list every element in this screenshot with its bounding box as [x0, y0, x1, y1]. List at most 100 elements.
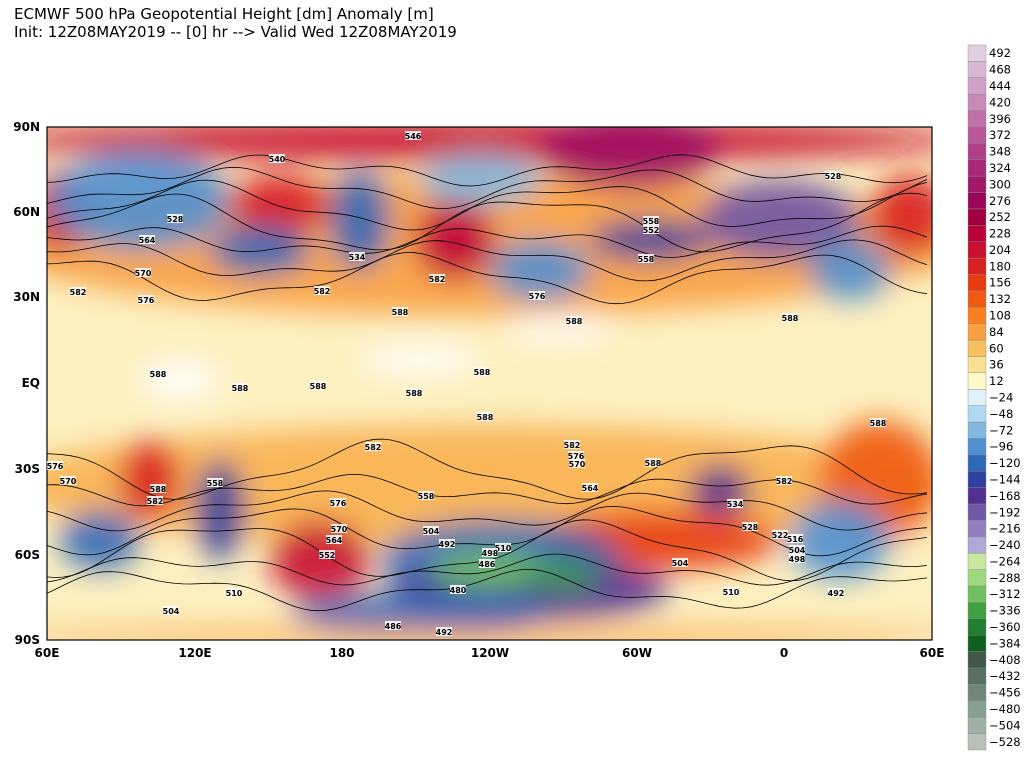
contour-label: 492 — [436, 628, 453, 637]
contour-label-bg — [207, 478, 223, 487]
colorbar-swatch — [967, 585, 987, 603]
lon-label: 60W — [622, 646, 652, 660]
contour-label-bg — [439, 539, 455, 548]
contour-label-bg — [47, 461, 63, 470]
contour-label: 492 — [439, 540, 456, 549]
colorbar-swatch — [967, 61, 987, 78]
contour-label-bg — [825, 171, 841, 180]
colorbar: 492 468 444 420 396 372 348 324 300 276 252 228 204 1… — [967, 44, 1021, 751]
contour-label: 588 — [645, 459, 662, 468]
contour-label-bg — [482, 548, 498, 557]
contour-label: 510 — [495, 544, 512, 553]
contour-label: 522 — [772, 531, 789, 540]
contour-label-bg — [319, 550, 335, 559]
contour-label-bg — [727, 499, 743, 508]
contour-label: 570 — [60, 477, 77, 486]
anomaly-blob — [790, 500, 890, 580]
contour-label-bg — [436, 627, 452, 636]
lat-label: EQ — [22, 376, 40, 390]
contour-label-bg — [870, 418, 886, 427]
colorbar-label: 60 — [989, 341, 1004, 355]
contour-label-bg — [782, 313, 798, 322]
colorbar-swatch — [967, 307, 987, 324]
colorbar-label: 300 — [989, 177, 1011, 191]
colorbar-label: 252 — [989, 210, 1011, 224]
contour-label: 552 — [643, 226, 660, 235]
contour-label: 588 — [477, 413, 494, 422]
contour-label-bg — [330, 498, 346, 507]
anomaly-blob — [540, 127, 720, 190]
colorbar-label: 180 — [989, 259, 1011, 273]
colorbar-label: −432 — [989, 669, 1021, 683]
lon-label: 180 — [329, 646, 354, 660]
contour-label-bg — [776, 476, 792, 485]
contour-label-bg — [167, 214, 183, 223]
anomaly-blob — [590, 220, 710, 260]
contour-line — [47, 438, 928, 500]
anomaly-blob — [415, 200, 495, 280]
contour-label: 582 — [365, 443, 382, 452]
anomaly-blob — [290, 592, 550, 632]
contour-label-bg — [495, 543, 511, 552]
contour-label-bg — [423, 526, 439, 535]
contour-label: 576 — [568, 452, 585, 461]
contour-label: 582 — [70, 288, 87, 297]
contour-label-bg — [789, 545, 805, 554]
colorbar-label: 36 — [989, 358, 1004, 372]
anomaly-blob — [430, 550, 550, 590]
lon-label: 60E — [920, 646, 945, 660]
colorbar-swatch — [967, 274, 987, 292]
lon-label: 0 — [780, 646, 788, 660]
contour-label: 570 — [331, 525, 348, 534]
contour-label: 516 — [787, 535, 804, 544]
colorbar-label: −336 — [989, 604, 1021, 618]
contour-label: 504 — [672, 559, 689, 568]
colorbar-label: −504 — [989, 718, 1021, 732]
contour-label-bg — [772, 530, 788, 539]
lon-label: 120E — [178, 646, 211, 660]
contour-label-bg — [150, 484, 166, 493]
contour-label-bg — [569, 459, 585, 468]
contour-label: 576 — [330, 499, 347, 508]
colorbar-swatch — [967, 356, 987, 374]
contour-label-bg — [135, 268, 151, 277]
colorbar-swatch — [967, 684, 987, 702]
contour-label: 504 — [163, 607, 180, 616]
contour-label: 558 — [643, 217, 660, 226]
contour-line — [47, 166, 928, 209]
contour-label-bg — [147, 496, 163, 505]
contour-label-bg — [742, 522, 758, 531]
contour-label: 528 — [742, 523, 759, 532]
colorbar-label: 132 — [989, 292, 1011, 306]
lat-label: 90S — [15, 633, 40, 647]
anomaly-blob — [195, 460, 245, 560]
colorbar-label: 372 — [989, 128, 1011, 142]
contour-label-bg — [672, 558, 688, 567]
contour-label-bg — [232, 383, 248, 392]
contour-label: 588 — [870, 419, 887, 428]
colorbar-label: −192 — [989, 505, 1021, 519]
contour-label: 588 — [150, 370, 167, 379]
contour-label-bg — [566, 316, 582, 325]
colorbar-label: 420 — [989, 95, 1011, 109]
colorbar-label: −96 — [989, 440, 1013, 454]
contour-label-bg — [474, 367, 490, 376]
contour-label: 588 — [474, 368, 491, 377]
lon-label: 60E — [35, 646, 60, 660]
contour-label: 558 — [638, 255, 655, 264]
colorbar-swatch — [967, 635, 987, 652]
colorbar-label: 444 — [989, 79, 1011, 93]
contour-label: 534 — [727, 500, 744, 509]
lat-label: 60S — [15, 548, 40, 562]
anomaly-blob — [60, 510, 140, 570]
colorbar-label: 348 — [989, 145, 1011, 159]
colorbar-label: −240 — [989, 538, 1021, 552]
colorbar-label: −456 — [989, 686, 1021, 700]
contour-label: 558 — [207, 479, 224, 488]
contour-label-bg — [326, 535, 342, 544]
contour-label: 570 — [135, 269, 152, 278]
colorbar-swatch — [967, 110, 987, 128]
anomaly-blob — [47, 628, 932, 640]
anomaly-blob — [870, 175, 932, 255]
colorbar-swatch — [967, 700, 987, 718]
